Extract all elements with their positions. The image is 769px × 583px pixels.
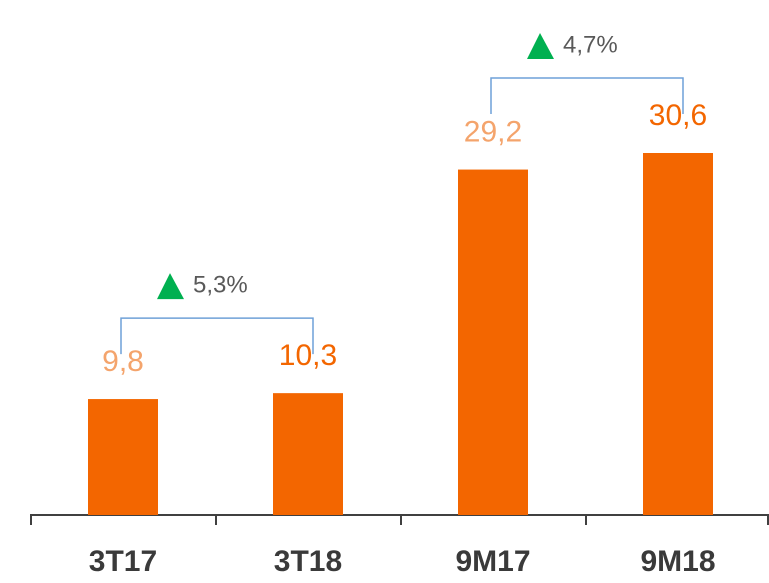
value-label: 9,8 xyxy=(102,345,144,378)
x-tick-label: 3T17 xyxy=(89,545,157,578)
bar xyxy=(88,399,158,515)
bracket xyxy=(120,317,314,355)
annotation: 5,3% xyxy=(193,271,248,298)
bar xyxy=(643,153,713,515)
up-triangle xyxy=(157,273,184,300)
value-label: 29,2 xyxy=(464,115,522,148)
x-tick-label: 9M18 xyxy=(640,545,715,578)
value-label: 30,6 xyxy=(649,99,707,132)
x-tick-label: 9M17 xyxy=(455,545,530,578)
x-tick-label: 3T18 xyxy=(274,545,342,578)
bar xyxy=(458,169,528,516)
up-triangle xyxy=(527,33,554,59)
value-label: 10,3 xyxy=(279,339,337,372)
annotation: 4,7% xyxy=(563,31,618,58)
bracket xyxy=(490,77,684,114)
bar xyxy=(273,393,343,515)
